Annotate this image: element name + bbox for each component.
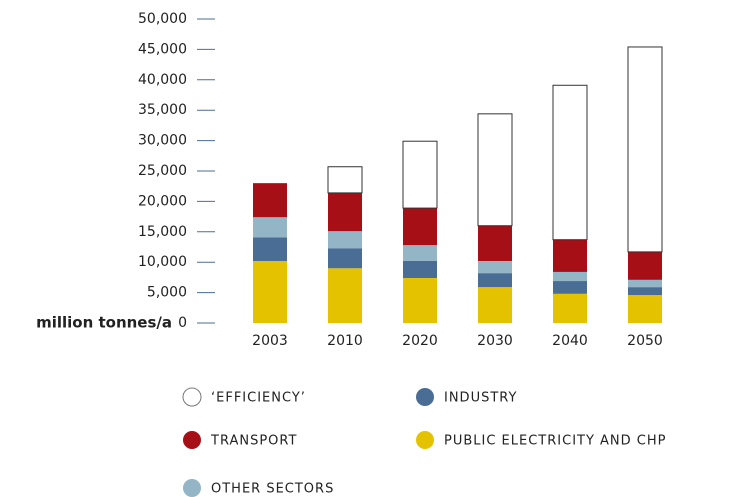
bar-segment	[402, 140, 438, 209]
y-tick-label: 5,000	[147, 285, 187, 301]
x-tick-label: 2020	[402, 333, 438, 349]
legend-marker	[183, 431, 201, 449]
x-tick-label: 2003	[252, 333, 288, 349]
legend-label: OTHER SECTORS	[211, 482, 334, 497]
bar-segment	[553, 281, 587, 294]
y-tick-label: 30,000	[138, 133, 187, 149]
legend-marker	[416, 431, 434, 449]
legend-marker	[183, 479, 201, 497]
bar-segment	[553, 271, 587, 282]
bar-segment	[253, 183, 287, 218]
y-tick-label: 40,000	[138, 72, 187, 88]
bar-segment	[328, 192, 362, 232]
bar-segment	[403, 245, 437, 261]
legend-marker	[416, 388, 434, 406]
bar-segment	[253, 217, 287, 238]
y-tick-label: 45,000	[138, 41, 187, 57]
x-tick-label: 2050	[627, 333, 663, 349]
x-tick-label: 2010	[327, 333, 363, 349]
bar-segment	[478, 225, 512, 261]
y-tick-label: 15,000	[138, 224, 187, 240]
y-tick-label: 20,000	[138, 193, 187, 209]
bar-segment	[328, 231, 362, 249]
y-tick-label: 10,000	[138, 254, 187, 270]
x-tick-label: 2030	[477, 333, 513, 349]
bar-segment	[403, 208, 437, 246]
y-axis-label: million tonnes/a	[36, 314, 172, 332]
y-tick-label: 50,000	[138, 11, 187, 27]
legend-label: INDUSTRY	[444, 391, 517, 406]
legend-marker	[182, 387, 202, 407]
bar-segment	[403, 278, 437, 323]
bar-segment	[478, 287, 512, 323]
bar-segment	[628, 287, 662, 296]
bar-segment	[253, 237, 287, 261]
bar-segment	[628, 279, 662, 288]
bar-segment	[627, 46, 663, 253]
bar-segment	[478, 260, 512, 274]
bar-segment	[328, 248, 362, 269]
bar-segment	[628, 295, 662, 323]
legend-label: TRANSPORT	[210, 434, 297, 449]
y-tick-label: 35,000	[138, 102, 187, 118]
y-tick-label: 0	[178, 315, 187, 331]
bar-segment	[403, 260, 437, 279]
y-tick-label: 25,000	[138, 163, 187, 179]
bar-segment	[327, 166, 363, 194]
bar-segment	[478, 273, 512, 288]
legend-label: ‘EFFICIENCY’	[211, 391, 306, 406]
bar-segment	[253, 260, 287, 323]
bar-segment	[477, 113, 513, 227]
legend-label: PUBLIC ELECTRICITY AND CHP	[444, 434, 667, 449]
bar-segment	[552, 84, 588, 241]
bar-segment	[553, 293, 587, 323]
bar-segment	[328, 268, 362, 323]
x-tick-label: 2040	[552, 333, 588, 349]
bar-segment	[553, 239, 587, 272]
bar-segment	[628, 251, 662, 280]
